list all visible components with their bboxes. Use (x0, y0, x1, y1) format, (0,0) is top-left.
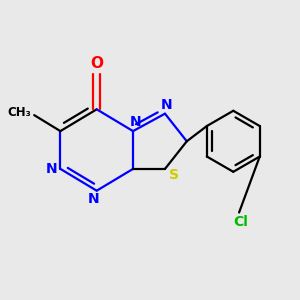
Text: CH₃: CH₃ (7, 106, 31, 119)
Text: N: N (160, 98, 172, 112)
Text: N: N (88, 192, 100, 206)
Text: S: S (169, 168, 179, 182)
Text: N: N (130, 116, 141, 129)
Text: Cl: Cl (233, 215, 248, 230)
Text: O: O (90, 56, 103, 71)
Text: N: N (45, 162, 57, 176)
